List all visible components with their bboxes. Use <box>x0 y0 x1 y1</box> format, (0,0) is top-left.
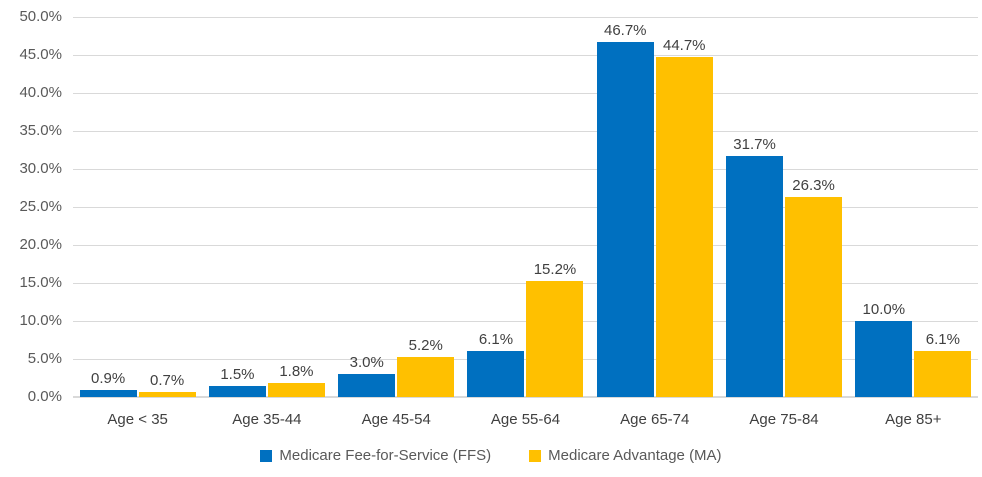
category-label: Age 85+ <box>885 411 942 428</box>
data-label: 6.1% <box>925 330 960 348</box>
legend: Medicare Fee-for-Service (FFS) Medicare A… <box>0 447 982 464</box>
data-label: 6.1% <box>478 330 514 348</box>
bar-groups: 0.9% 0.7% 1.5% 1.8% 3.0% 5.2% 6.1% 15.2% 46.7% 44… <box>73 17 978 397</box>
gridline <box>73 93 978 94</box>
gridline <box>73 169 978 170</box>
legend-item-ffs: Medicare Fee-for-Service (FFS) <box>260 447 491 464</box>
bar-series-ffs: 31.7% <box>726 136 784 397</box>
y-tick-label: 30.0% <box>19 160 62 177</box>
bar-series-ma: 15.2% <box>526 261 584 397</box>
bar-group: 10.0% 6.1% <box>849 17 978 397</box>
category-label: Age 45-54 <box>361 411 431 428</box>
bar-series-ma: 1.8% <box>267 363 325 397</box>
bar-group: 46.7% 44.7% <box>590 17 719 397</box>
data-label: 5.2% <box>408 337 443 355</box>
bar-series-ma: 26.3% <box>785 177 843 397</box>
bar-series-ffs: 46.7% <box>596 22 654 397</box>
x-axis-line <box>73 396 978 398</box>
data-label: 44.7% <box>662 37 706 55</box>
y-tick-label: 10.0% <box>19 312 62 329</box>
gridline <box>73 321 978 322</box>
data-label: 1.5% <box>220 365 255 383</box>
legend-swatch-icon <box>260 449 273 462</box>
y-tick-label: 20.0% <box>19 236 62 253</box>
data-label: 0.7% <box>150 371 185 389</box>
category-label: Age 55-64 <box>490 411 561 428</box>
data-label: 26.3% <box>792 177 835 195</box>
y-axis-tick-labels: 0.0% 5.0% 10.0% 15.0% 20.0% 25.0% 30.0% 35.0% 40… <box>0 8 62 405</box>
bar-series-ffs: 6.1% <box>467 331 525 397</box>
legend-label: Medicare Fee-for-Service (FFS) <box>279 447 492 464</box>
plot-area: 0.9% 0.7% 1.5% 1.8% 3.0% 5.2% 6.1% 15.2% 46.7% 44… <box>73 17 978 398</box>
bar-series-ffs: 10.0% <box>855 301 913 397</box>
y-tick-label: 40.0% <box>19 84 62 101</box>
data-label: 3.0% <box>349 354 384 372</box>
data-label: 1.8% <box>279 363 314 381</box>
gridline <box>73 359 978 360</box>
gridline <box>73 131 978 132</box>
bar-series-ma: 44.7% <box>655 37 713 397</box>
bar-group: 6.1% 15.2% <box>461 17 590 397</box>
data-label: 15.2% <box>533 261 577 279</box>
bar-series-ma: 6.1% <box>914 331 972 397</box>
y-tick-label: 5.0% <box>27 350 62 367</box>
category-label: Age 35-44 <box>232 411 302 428</box>
x-axis-category-labels: Age < 35 Age 35-44 Age 45-54 Age 55-64 Age 6… <box>73 397 978 428</box>
bar-series-ma: 5.2% <box>397 337 455 397</box>
data-label: 46.7% <box>603 22 647 40</box>
y-tick-label: 0.0% <box>27 388 62 405</box>
y-tick-label: 25.0% <box>19 198 62 215</box>
data-label: 31.7% <box>733 136 776 154</box>
category-label: Age < 35 <box>107 411 168 428</box>
legend-swatch-icon <box>529 449 542 462</box>
bar-series-ffs: 0.9% <box>79 370 137 397</box>
data-label: 10.0% <box>862 301 906 318</box>
bar-series-ma: 0.7% <box>138 372 196 397</box>
gridline <box>73 207 978 208</box>
gridline <box>73 245 978 246</box>
y-tick-label: 15.0% <box>19 274 62 291</box>
gridline <box>73 55 978 56</box>
bar-series-ffs: 1.5% <box>208 366 266 397</box>
bar-group: 31.7% 26.3% <box>719 17 848 397</box>
gridline <box>73 283 978 284</box>
y-tick-label: 50.0% <box>19 8 62 25</box>
bar-series-ffs: 3.0% <box>338 354 396 397</box>
bar-group: 0.9% 0.7% <box>73 17 202 397</box>
y-tick-label: 35.0% <box>19 122 62 139</box>
category-label: Age 75-84 <box>749 411 819 428</box>
category-label: Age 65-74 <box>620 411 690 428</box>
data-label: 0.9% <box>91 370 126 388</box>
legend-label: Medicare Advantage (MA) <box>548 447 722 464</box>
gridline <box>73 17 978 18</box>
bar-group: 3.0% 5.2% <box>332 17 461 397</box>
legend-item-ma: Medicare Advantage (MA) <box>529 447 722 464</box>
bar-group: 1.5% 1.8% <box>202 17 331 397</box>
y-tick-label: 45.0% <box>19 46 62 63</box>
